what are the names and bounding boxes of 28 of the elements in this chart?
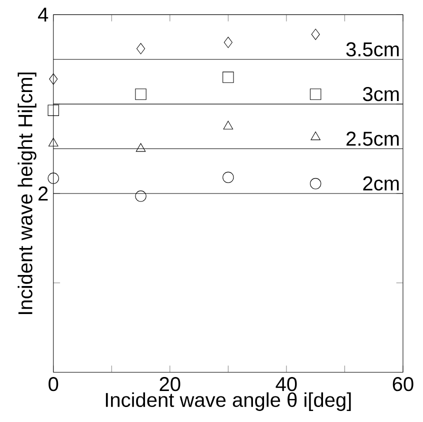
point [224, 36, 232, 48]
point [135, 190, 146, 202]
point [310, 88, 322, 100]
ref-line-label: 2.5cm [346, 132, 399, 146]
ref-line-label: 3cm [362, 87, 399, 102]
x-axis-title: Incident wave angle θ i[deg] [106, 392, 351, 412]
ref-line-label: 3.5cm [346, 42, 399, 57]
point [136, 43, 146, 54]
point [49, 74, 58, 85]
point [222, 72, 234, 84]
point [48, 104, 59, 116]
x-tick-label: 0 [48, 377, 58, 392]
x-tick-label: 20 [160, 377, 180, 392]
point [135, 88, 146, 100]
point [223, 120, 234, 130]
point [48, 138, 58, 147]
point [136, 143, 146, 152]
x-tick-label: 60 [392, 377, 414, 392]
ref-line-label: 2cm [363, 176, 399, 191]
x-tick-label: 40 [276, 377, 297, 392]
y-tick-label: 4 [38, 8, 48, 22]
point [310, 132, 320, 140]
point [311, 28, 320, 40]
y-tick-label: 2 [38, 186, 48, 201]
point [310, 178, 322, 190]
point [48, 172, 59, 184]
point [222, 172, 234, 184]
y-axis-title: Incident wave height Hi[cm] [18, 72, 36, 314]
